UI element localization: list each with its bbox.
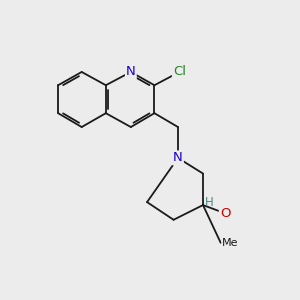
Text: Me: Me bbox=[222, 238, 238, 248]
Text: N: N bbox=[173, 152, 183, 164]
Text: O: O bbox=[220, 207, 230, 220]
Text: Cl: Cl bbox=[173, 65, 186, 79]
Text: N: N bbox=[126, 65, 136, 79]
Text: H: H bbox=[205, 196, 213, 209]
